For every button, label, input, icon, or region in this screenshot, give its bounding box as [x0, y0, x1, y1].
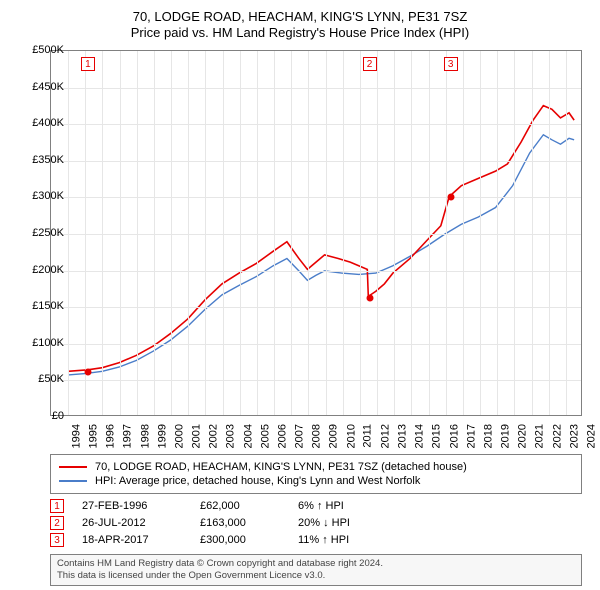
x-tick-label: 2003: [225, 424, 237, 448]
x-tick-label: 2024: [585, 424, 597, 448]
x-tick-label: 2021: [534, 424, 546, 448]
events-table: 1 27-FEB-1996 £62,000 6% ↑ HPI 2 26-JUL-…: [50, 496, 582, 550]
x-tick-label: 2023: [568, 424, 580, 448]
event-date: 27-FEB-1996: [82, 500, 182, 512]
event-row: 3 18-APR-2017 £300,000 11% ↑ HPI: [50, 533, 582, 547]
series-property: [68, 106, 574, 372]
legend-item: 70, LODGE ROAD, HEACHAM, KING'S LYNN, PE…: [59, 461, 573, 473]
series-hpi: [68, 135, 574, 375]
x-tick-label: 1996: [105, 424, 117, 448]
chart-marker-dot: [447, 194, 454, 201]
x-tick-label: 1994: [70, 424, 82, 448]
event-delta: 20% ↓ HPI: [298, 517, 418, 529]
chart-container: 70, LODGE ROAD, HEACHAM, KING'S LYNN, PE…: [0, 0, 600, 590]
footer-line: This data is licensed under the Open Gov…: [57, 570, 575, 582]
event-date: 26-JUL-2012: [82, 517, 182, 529]
y-tick-label: £500K: [20, 44, 64, 56]
event-row: 2 26-JUL-2012 £163,000 20% ↓ HPI: [50, 516, 582, 530]
event-marker-icon: 3: [50, 533, 64, 547]
event-price: £300,000: [200, 534, 280, 546]
y-tick-label: £100K: [20, 337, 64, 349]
legend-swatch: [59, 480, 87, 482]
y-tick-label: £300K: [20, 190, 64, 202]
event-delta: 11% ↑ HPI: [298, 534, 418, 546]
event-delta: 6% ↑ HPI: [298, 500, 418, 512]
y-tick-label: £450K: [20, 81, 64, 93]
chart-marker-icon: 2: [363, 57, 377, 71]
event-price: £62,000: [200, 500, 280, 512]
x-tick-label: 2019: [500, 424, 512, 448]
y-tick-label: £150K: [20, 300, 64, 312]
legend-label: HPI: Average price, detached house, King…: [95, 475, 420, 487]
y-tick-label: £50K: [20, 373, 64, 385]
x-tick-label: 1995: [88, 424, 100, 448]
x-tick-label: 2014: [414, 424, 426, 448]
y-tick-label: £200K: [20, 264, 64, 276]
chart-plot-area: 1 2 3: [50, 50, 582, 416]
x-tick-label: 2009: [328, 424, 340, 448]
title-address: 70, LODGE ROAD, HEACHAM, KING'S LYNN, PE…: [0, 9, 600, 24]
x-tick-label: 2020: [517, 424, 529, 448]
chart-svg: [51, 51, 581, 415]
event-date: 18-APR-2017: [82, 534, 182, 546]
x-tick-label: 2004: [242, 424, 254, 448]
legend-item: HPI: Average price, detached house, King…: [59, 475, 573, 487]
title-block: 70, LODGE ROAD, HEACHAM, KING'S LYNN, PE…: [0, 0, 600, 45]
y-tick-label: £350K: [20, 154, 64, 166]
x-tick-label: 1998: [139, 424, 151, 448]
x-tick-label: 2015: [431, 424, 443, 448]
x-tick-label: 2002: [208, 424, 220, 448]
x-tick-label: 1997: [122, 424, 134, 448]
x-tick-label: 2013: [397, 424, 409, 448]
legend-label: 70, LODGE ROAD, HEACHAM, KING'S LYNN, PE…: [95, 461, 467, 473]
chart-marker-icon: 1: [81, 57, 95, 71]
x-tick-label: 2010: [345, 424, 357, 448]
x-tick-label: 2017: [465, 424, 477, 448]
y-tick-label: £0: [20, 410, 64, 422]
x-tick-label: 2000: [173, 424, 185, 448]
y-tick-label: £250K: [20, 227, 64, 239]
event-marker-icon: 2: [50, 516, 64, 530]
legend-swatch: [59, 466, 87, 468]
chart-marker-dot: [366, 294, 373, 301]
event-marker-icon: 1: [50, 499, 64, 513]
x-tick-label: 2007: [294, 424, 306, 448]
x-tick-label: 2005: [259, 424, 271, 448]
legend: 70, LODGE ROAD, HEACHAM, KING'S LYNN, PE…: [50, 454, 582, 494]
chart-marker-dot: [84, 368, 91, 375]
x-tick-label: 2018: [482, 424, 494, 448]
x-tick-label: 2016: [448, 424, 460, 448]
x-tick-label: 2008: [311, 424, 323, 448]
y-tick-label: £400K: [20, 117, 64, 129]
x-tick-label: 1999: [156, 424, 168, 448]
x-tick-label: 2006: [276, 424, 288, 448]
title-subtitle: Price paid vs. HM Land Registry's House …: [0, 25, 600, 40]
event-price: £163,000: [200, 517, 280, 529]
chart-marker-icon: 3: [444, 57, 458, 71]
x-tick-label: 2022: [551, 424, 563, 448]
event-row: 1 27-FEB-1996 £62,000 6% ↑ HPI: [50, 499, 582, 513]
x-tick-label: 2001: [191, 424, 203, 448]
footer-line: Contains HM Land Registry data © Crown c…: [57, 558, 575, 570]
x-tick-label: 2011: [361, 424, 373, 448]
footer-attribution: Contains HM Land Registry data © Crown c…: [50, 554, 582, 586]
x-tick-label: 2012: [379, 424, 391, 448]
